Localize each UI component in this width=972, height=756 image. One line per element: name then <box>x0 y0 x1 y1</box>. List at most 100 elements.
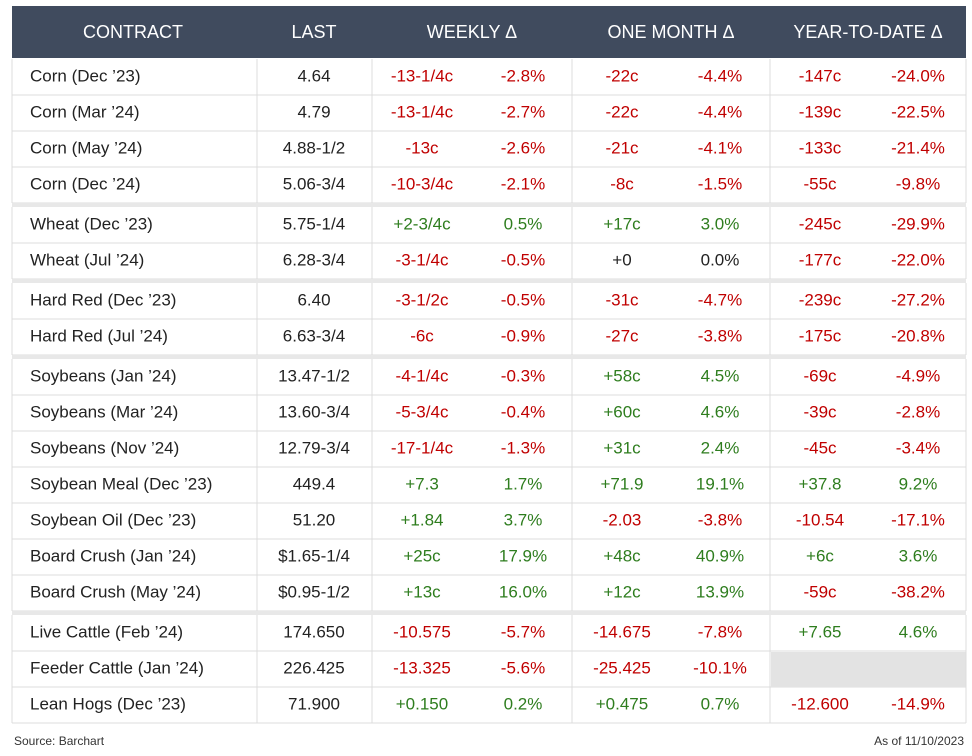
cell-value: 4.64 <box>297 66 330 85</box>
cell-value: -9.8% <box>896 174 940 193</box>
cell-value: 12.79-3/4 <box>278 438 350 457</box>
contract-name: Corn (Dec ’23) <box>30 66 141 85</box>
cell-value: +58c <box>603 366 641 385</box>
cell-value: -2.8% <box>501 66 545 85</box>
cell-value: -1.5% <box>698 174 742 193</box>
cell-value: -12.600 <box>791 694 849 713</box>
as-of-date: As of 11/10/2023 <box>874 734 964 748</box>
contract-name: Lean Hogs (Dec ’23) <box>30 694 186 713</box>
cell-value: 0.5% <box>504 214 543 233</box>
cell-value: -2.8% <box>896 402 940 421</box>
cell-value: +60c <box>603 402 641 421</box>
cell-value: 51.20 <box>293 510 336 529</box>
contract-name: Wheat (Dec ’23) <box>30 214 153 233</box>
cell-value: +13c <box>403 582 441 601</box>
cell-value: 449.4 <box>293 474 336 493</box>
column-header: YEAR-TO-DATE Δ <box>793 22 942 42</box>
cell-value: -6c <box>410 326 434 345</box>
empty-cell <box>771 652 966 687</box>
cell-value: +12c <box>603 582 641 601</box>
header-bar <box>12 6 966 58</box>
cell-value: -3-1/4c <box>396 250 449 269</box>
cell-value: -22c <box>605 66 639 85</box>
cell-value: +7.65 <box>798 622 841 641</box>
cell-value: +17c <box>603 214 641 233</box>
cell-value: +48c <box>603 546 641 565</box>
cell-value: -4.9% <box>896 366 940 385</box>
contract-name: Hard Red (Dec ’23) <box>30 290 176 309</box>
cell-value: -245c <box>799 214 842 233</box>
cell-value: -3.4% <box>896 438 940 457</box>
cell-value: 3.0% <box>701 214 740 233</box>
cell-value: -1.3% <box>501 438 545 457</box>
cell-value: 9.2% <box>899 474 938 493</box>
cell-value: 3.7% <box>504 510 543 529</box>
cell-value: -14.675 <box>593 622 651 641</box>
contract-name: Feeder Cattle (Jan ’24) <box>30 658 204 677</box>
cell-value: 4.6% <box>701 402 740 421</box>
cell-value: -24.0% <box>891 66 945 85</box>
cell-value: -10-3/4c <box>391 174 454 193</box>
cell-value: -0.4% <box>501 402 545 421</box>
cell-value: -14.9% <box>891 694 945 713</box>
contract-name: Soybeans (Jan ’24) <box>30 366 176 385</box>
cell-value: +0.475 <box>596 694 648 713</box>
cell-value: 13.60-3/4 <box>278 402 350 421</box>
cell-value: 16.0% <box>499 582 547 601</box>
cell-value: 0.2% <box>504 694 543 713</box>
cell-value: -17-1/4c <box>391 438 454 457</box>
cell-value: -38.2% <box>891 582 945 601</box>
column-header: LAST <box>291 22 336 42</box>
cell-value: -10.54 <box>796 510 844 529</box>
cell-value: 6.40 <box>297 290 330 309</box>
contract-name: Corn (Dec ’24) <box>30 174 141 193</box>
cell-value: 4.79 <box>297 102 330 121</box>
cell-value: -21c <box>605 138 639 157</box>
contract-name: Soybeans (Nov ’24) <box>30 438 179 457</box>
cell-value: 17.9% <box>499 546 547 565</box>
column-header: CONTRACT <box>83 22 183 42</box>
cell-value: -22c <box>605 102 639 121</box>
cell-value: -13-1/4c <box>391 102 454 121</box>
column-header: WEEKLY Δ <box>427 22 517 42</box>
cell-value: -239c <box>799 290 842 309</box>
cell-value: -4.4% <box>698 66 742 85</box>
cell-value: 40.9% <box>696 546 744 565</box>
cell-value: +6c <box>806 546 834 565</box>
contract-name: Board Crush (Jan ’24) <box>30 546 196 565</box>
cell-value: 6.28-3/4 <box>283 250 345 269</box>
cell-value: +0.150 <box>396 694 448 713</box>
cell-value: -4-1/4c <box>396 366 449 385</box>
cell-value: +37.8 <box>798 474 841 493</box>
cell-value: 0.0% <box>701 250 740 269</box>
cell-value: -2.1% <box>501 174 545 193</box>
contract-name: Soybean Oil (Dec ’23) <box>30 510 196 529</box>
cell-value: -13c <box>405 138 439 157</box>
cell-value: +31c <box>603 438 641 457</box>
cell-value: 226.425 <box>283 658 344 677</box>
cell-value: 5.06-3/4 <box>283 174 345 193</box>
cell-value: -0.3% <box>501 366 545 385</box>
cell-value: -13-1/4c <box>391 66 454 85</box>
contract-name: Soybeans (Mar ’24) <box>30 402 178 421</box>
cell-value: -3.8% <box>698 326 742 345</box>
cell-value: $0.95-1/2 <box>278 582 350 601</box>
cell-value: +2-3/4c <box>393 214 451 233</box>
cell-value: +25c <box>403 546 441 565</box>
cell-value: -69c <box>803 366 837 385</box>
cell-value: 3.6% <box>899 546 938 565</box>
cell-value: -4.7% <box>698 290 742 309</box>
contract-name: Corn (May ’24) <box>30 138 142 157</box>
cell-value: 71.900 <box>288 694 340 713</box>
cell-value: +0 <box>612 250 631 269</box>
cell-value: -0.5% <box>501 250 545 269</box>
cell-value: 0.7% <box>701 694 740 713</box>
cell-value: +1.84 <box>400 510 443 529</box>
cell-value: -22.5% <box>891 102 945 121</box>
cell-value: -13.325 <box>393 658 451 677</box>
cell-value: 13.47-1/2 <box>278 366 350 385</box>
cell-value: -3-1/2c <box>396 290 449 309</box>
cell-value: +71.9 <box>600 474 643 493</box>
cell-value: -10.1% <box>693 658 747 677</box>
